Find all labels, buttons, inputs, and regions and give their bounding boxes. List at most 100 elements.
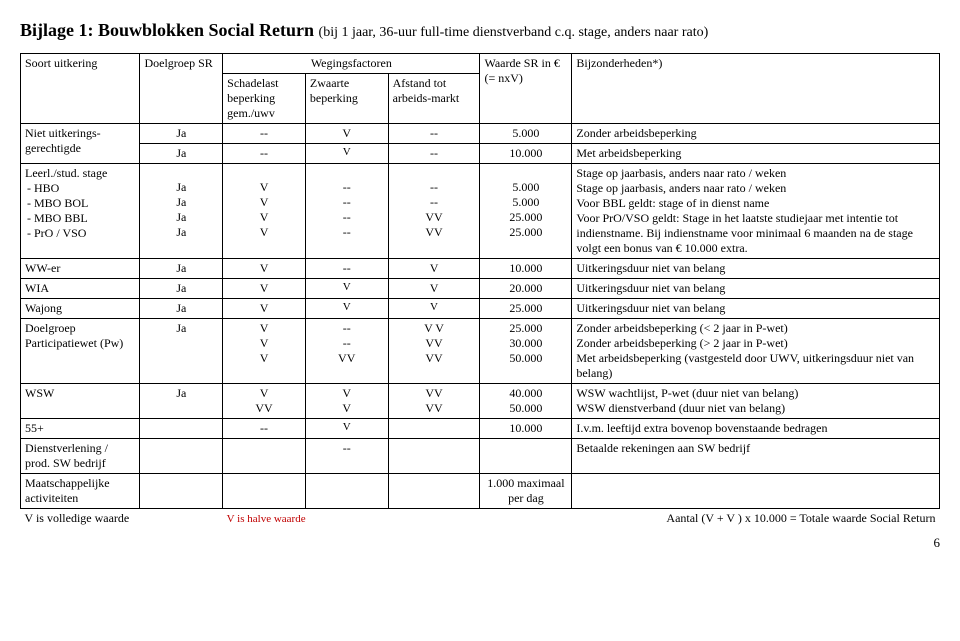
footer-right: Aantal (V + V ) x 10.000 = Totale waarde… [388, 509, 939, 529]
table-row: Leerl./stud. stage HBO MBO BOL MBO BBL P… [21, 164, 940, 259]
cell: V [223, 299, 306, 319]
cell: Doelgroep Participatiewet (Pw) [21, 319, 140, 384]
cell: Ja [140, 144, 223, 164]
header-row-top: Soort uitkering Doelgroep SR Wegingsfact… [21, 54, 940, 74]
cell: WSW [21, 384, 140, 419]
hdr-waarde: Waarde SR in € (= nxV) [480, 54, 572, 124]
cell: -- [388, 144, 480, 164]
cell: -- -- -- -- [305, 164, 388, 259]
cell: 5.000 [480, 124, 572, 144]
cell: V VV [223, 384, 306, 419]
cell: V [305, 124, 388, 144]
cell: V [388, 279, 480, 299]
stage-list: HBO MBO BOL MBO BBL PrO / VSO [25, 181, 135, 241]
cell: Dienstverlening / prod. SW bedrijf [21, 439, 140, 474]
cell: V [388, 259, 480, 279]
cell: V [305, 144, 388, 164]
cell-stage-label: Leerl./stud. stage HBO MBO BOL MBO BBL P… [21, 164, 140, 259]
list-item: HBO [39, 181, 135, 196]
cell: I.v.m. leeftijd extra bovenop bovenstaan… [572, 419, 940, 439]
cell [140, 439, 223, 474]
cell: Ja Ja Ja Ja [140, 164, 223, 259]
hdr-afstand: Afstand tot arbeids-markt [388, 74, 480, 124]
cell: V [305, 299, 388, 319]
cell: Ja [140, 279, 223, 299]
cell [388, 474, 480, 509]
cell [388, 419, 480, 439]
table-row: Maatschappelijke activiteiten 1.000 maxi… [21, 474, 940, 509]
table-row: WIA Ja V V V 20.000 Uitkeringsduur niet … [21, 279, 940, 299]
table-row: Niet uitkerings-gerechtigde Ja -- V -- 5… [21, 124, 940, 144]
cell: -- [305, 259, 388, 279]
cell: Stage op jaarbasis, anders naar rato / w… [572, 164, 940, 259]
footer-row: V is volledige waarde V is halve waarde … [21, 509, 940, 529]
cell: V [388, 299, 480, 319]
cell: Ja [140, 124, 223, 144]
cell: WIA [21, 279, 140, 299]
main-table: Soort uitkering Doelgroep SR Wegingsfact… [20, 53, 940, 529]
title-sub: (bij 1 jaar, 36-uur full-time dienstverb… [319, 25, 709, 40]
cell: -- -- VV [305, 319, 388, 384]
table-row: WSW Ja V VV V V VV VV 40.000 50.000 WSW … [21, 384, 940, 419]
cell: -- [223, 419, 306, 439]
cell: Ja [140, 259, 223, 279]
cell: -- [223, 124, 306, 144]
cell: VV VV [388, 384, 480, 419]
cell: Met arbeidsbeperking [572, 144, 940, 164]
page-title: Bijlage 1: Bouwblokken Social Return (bi… [20, 20, 940, 41]
cell: Ja [140, 319, 223, 384]
cell: 25.000 30.000 50.000 [480, 319, 572, 384]
cell: 25.000 [480, 299, 572, 319]
cell: 20.000 [480, 279, 572, 299]
cell: -- [388, 124, 480, 144]
cell: V V VV VV [388, 319, 480, 384]
cell: -- [305, 439, 388, 474]
cell: V V V V [223, 164, 306, 259]
table-row: WW-er Ja V -- V 10.000 Uitkeringsduur ni… [21, 259, 940, 279]
table-row: Dienstverlening / prod. SW bedrijf -- Be… [21, 439, 940, 474]
cell: -- -- VV VV [388, 164, 480, 259]
cell: V [305, 419, 388, 439]
cell: 5.000 5.000 25.000 25.000 [480, 164, 572, 259]
cell [140, 474, 223, 509]
cell [140, 419, 223, 439]
list-item: MBO BOL [39, 196, 135, 211]
cell: Wajong [21, 299, 140, 319]
cell: 55+ [21, 419, 140, 439]
cell: V V [305, 384, 388, 419]
table-row: 55+ -- V 10.000 I.v.m. leeftijd extra bo… [21, 419, 940, 439]
footer-left: V is volledige waarde [21, 509, 223, 529]
cell: WW-er [21, 259, 140, 279]
cell: Ja [140, 299, 223, 319]
hdr-schadelast: Schadelast beperking gem./uwv [223, 74, 306, 124]
cell [223, 439, 306, 474]
table-row: Ja -- V -- 10.000 Met arbeidsbeperking [21, 144, 940, 164]
cell: V [223, 259, 306, 279]
cell: Ja [140, 384, 223, 419]
cell [388, 439, 480, 474]
cell: WSW wachtlijst, P-wet (duur niet van bel… [572, 384, 940, 419]
cell: Maatschappelijke activiteiten [21, 474, 140, 509]
cell: V [223, 279, 306, 299]
table-row: Wajong Ja V V V 25.000 Uitkeringsduur ni… [21, 299, 940, 319]
cell: Zonder arbeidsbeperking (< 2 jaar in P-w… [572, 319, 940, 384]
cell: Zonder arbeidsbeperking [572, 124, 940, 144]
cell [223, 474, 306, 509]
cell [572, 474, 940, 509]
cell: Uitkeringsduur niet van belang [572, 279, 940, 299]
cell: 10.000 [480, 259, 572, 279]
hdr-doelgroep: Doelgroep SR [140, 54, 223, 124]
stage-title: Leerl./stud. stage [25, 166, 107, 180]
list-item: MBO BBL [39, 211, 135, 226]
hdr-soort: Soort uitkering [21, 54, 140, 124]
cell: Uitkeringsduur niet van belang [572, 259, 940, 279]
cell: -- [223, 144, 306, 164]
cell: V [305, 279, 388, 299]
cell: V V V [223, 319, 306, 384]
cell [305, 474, 388, 509]
footer-mid: V is halve waarde [223, 509, 388, 529]
cell: Uitkeringsduur niet van belang [572, 299, 940, 319]
cell: 1.000 maximaal per dag [480, 474, 572, 509]
cell: 40.000 50.000 [480, 384, 572, 419]
cell [480, 439, 572, 474]
